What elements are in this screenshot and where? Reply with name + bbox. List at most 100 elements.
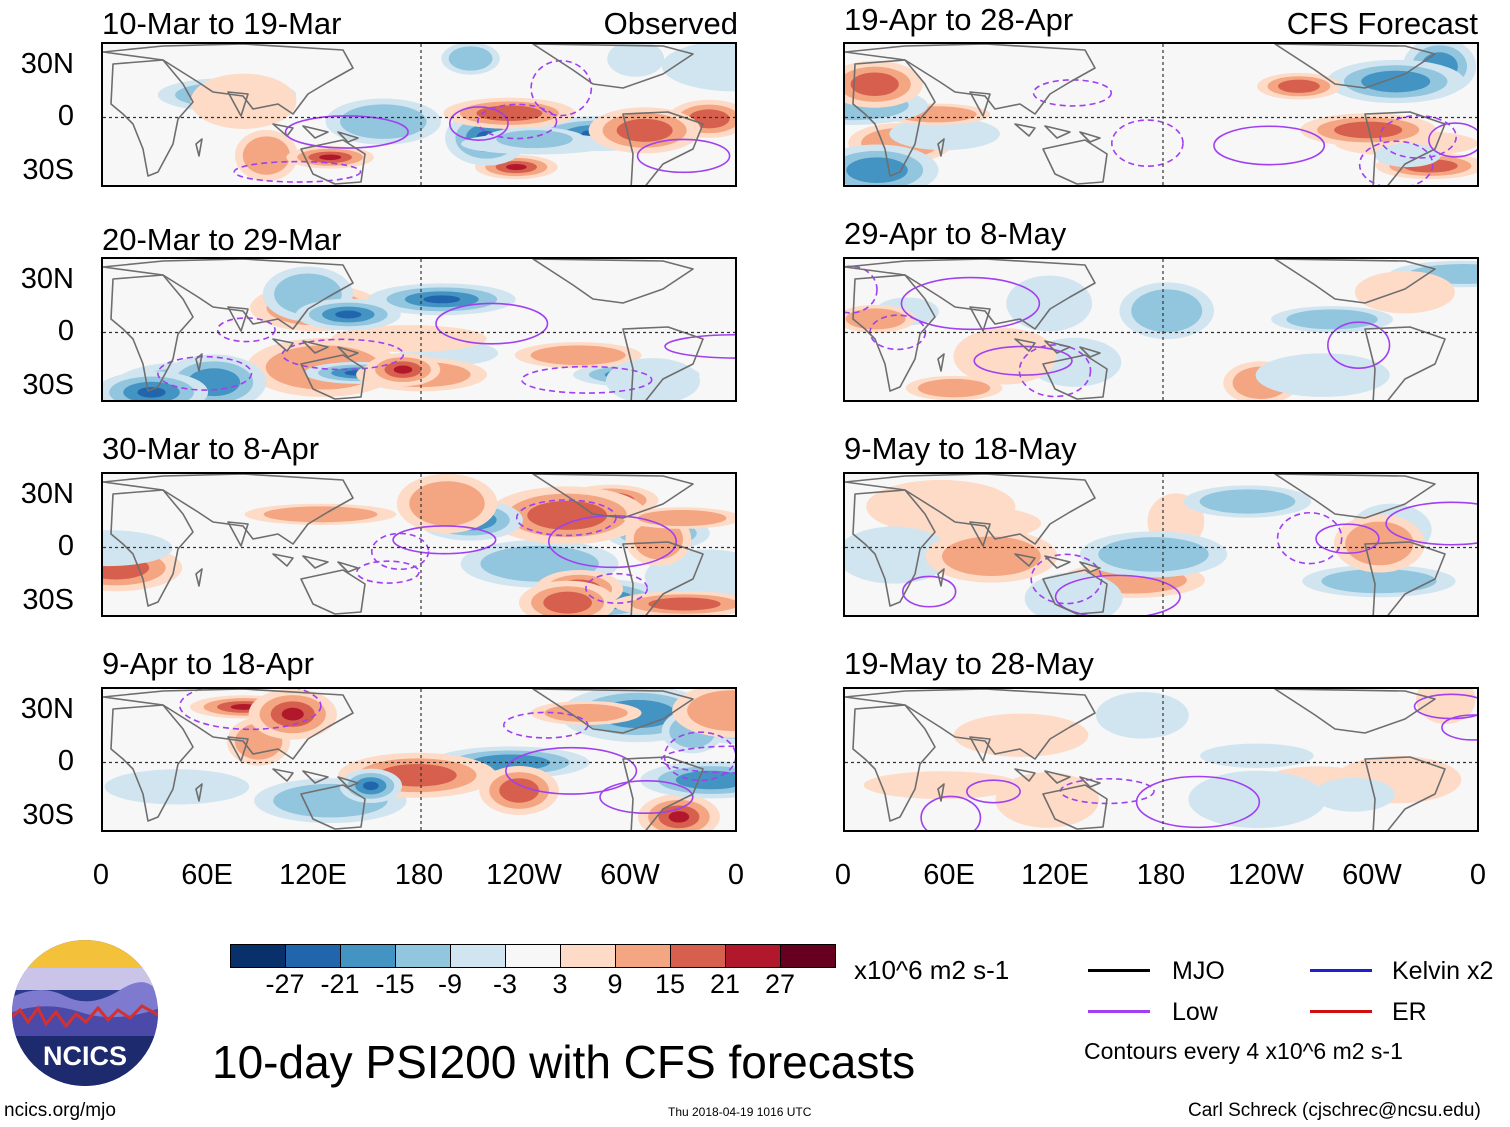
anomaly-blob (1199, 489, 1296, 514)
coastline-path (937, 568, 945, 587)
logo-text: NCICS (43, 1041, 127, 1071)
coastline-path (300, 569, 366, 615)
contour-line (157, 355, 253, 391)
panel-title-obs-2: 20-Mar to 29-Mar (102, 222, 342, 257)
colorbar-box (340, 944, 396, 968)
low-contours (157, 302, 735, 394)
low-contours (233, 59, 731, 183)
coastline-path (227, 91, 249, 117)
map-svg-fcst-4 (845, 689, 1477, 830)
footer-url: ncics.org/mjo (4, 1100, 116, 1121)
coastline-path (1042, 784, 1108, 830)
contour-line (599, 780, 694, 815)
coastline-path (622, 756, 704, 830)
lon-label-120w: 120W (1228, 859, 1304, 891)
contour-line (356, 560, 420, 584)
lon-label-0: 0 (834, 859, 852, 891)
contour-line (636, 138, 731, 174)
anomaly-blob (637, 509, 727, 527)
anomaly-blob (281, 707, 304, 721)
coastlines (103, 259, 704, 400)
lat-label-eq: 0 (57, 100, 74, 132)
contour-line (505, 746, 638, 795)
colorbar-label: 3 (552, 969, 568, 999)
lon-label-0: 0 (1469, 859, 1487, 891)
coastline-path (227, 521, 249, 547)
contour-line (664, 333, 735, 359)
anomaly-blob (648, 597, 721, 611)
colorbar-box (615, 944, 671, 968)
coastlines (845, 474, 1446, 615)
colorbar-label: -15 (375, 969, 415, 999)
anomaly-blob (616, 118, 673, 142)
coastline-path (195, 568, 203, 587)
anomaly-blob (845, 526, 952, 584)
colorbar-box (560, 944, 616, 968)
coastline-path (272, 553, 359, 573)
coastline-path (1364, 326, 1446, 400)
coastline-path (1364, 756, 1446, 830)
anomaly-blob (543, 591, 592, 614)
lon-label-120w: 120W (486, 859, 562, 891)
anomaly-blob (688, 109, 730, 129)
contour-line (520, 365, 653, 394)
legend-label-mjo: MJO (1172, 957, 1225, 985)
anomaly-blob (889, 117, 1000, 151)
anomaly-blob (1098, 537, 1209, 572)
anomaly-blob (363, 781, 379, 791)
coastline-path (300, 784, 366, 830)
colorbar-label: -3 (492, 969, 517, 999)
anomaly-blob (1286, 309, 1378, 330)
anomaly-blob (393, 365, 413, 374)
anomaly-shading (103, 266, 701, 400)
coastline-path (1014, 123, 1101, 143)
coastline-path (622, 541, 704, 615)
anomaly-shading (157, 44, 735, 182)
contour-line (179, 689, 322, 731)
coastline-path (937, 138, 945, 157)
contour-line (900, 276, 1041, 331)
coastline-path (532, 44, 694, 89)
map-panel-fcst-3 (843, 472, 1479, 617)
footer-credit: Carl Schreck (cjschrec@ncsu.edu) (1188, 1100, 1481, 1121)
anomaly-blob (633, 519, 683, 560)
colorbar-box (670, 944, 726, 968)
lat-label-30s: 30S (22, 584, 74, 616)
coastline-path (300, 354, 366, 400)
lat-label-eq: 0 (57, 315, 74, 347)
coastlines (103, 44, 704, 185)
lon-label-60w: 60W (1342, 859, 1402, 891)
legend-label-er: ER (1392, 998, 1427, 1026)
panel-title-fcst-4: 19-May to 28-May (844, 646, 1094, 681)
coastlines (845, 689, 1446, 830)
ncics-logo: NCICS (12, 940, 158, 1086)
contour-line (392, 525, 497, 555)
contour-line (1385, 501, 1477, 546)
anomaly-shading (104, 689, 735, 830)
anomaly-blob (1361, 70, 1431, 93)
anomaly-blob (544, 703, 628, 722)
anomaly-shading (103, 474, 735, 615)
coastline-path (103, 259, 354, 330)
coastline-path (1364, 541, 1446, 615)
colorbar-box (395, 944, 451, 968)
anomaly-blob (499, 778, 540, 803)
contour-line (966, 779, 1021, 804)
coastline-path (845, 689, 1096, 760)
contour-line (1135, 775, 1261, 829)
lon-label-180: 180 (394, 859, 444, 891)
contour-line (1315, 523, 1380, 554)
coastline-path (852, 704, 936, 822)
low-contours (920, 693, 1477, 830)
anomaly-blob (137, 387, 166, 398)
coastline-path (532, 259, 694, 304)
colorbar-box (450, 944, 506, 968)
colorbar-box (780, 944, 836, 968)
coastline-path (852, 274, 936, 392)
coastline-path (103, 44, 354, 115)
anomaly-blob (1321, 569, 1437, 594)
map-svg-obs-4 (103, 689, 735, 830)
map-svg-fcst-2 (845, 259, 1477, 400)
anomaly-blob (104, 769, 250, 805)
panel-title-obs-4: 9-Apr to 18-Apr (102, 646, 314, 681)
